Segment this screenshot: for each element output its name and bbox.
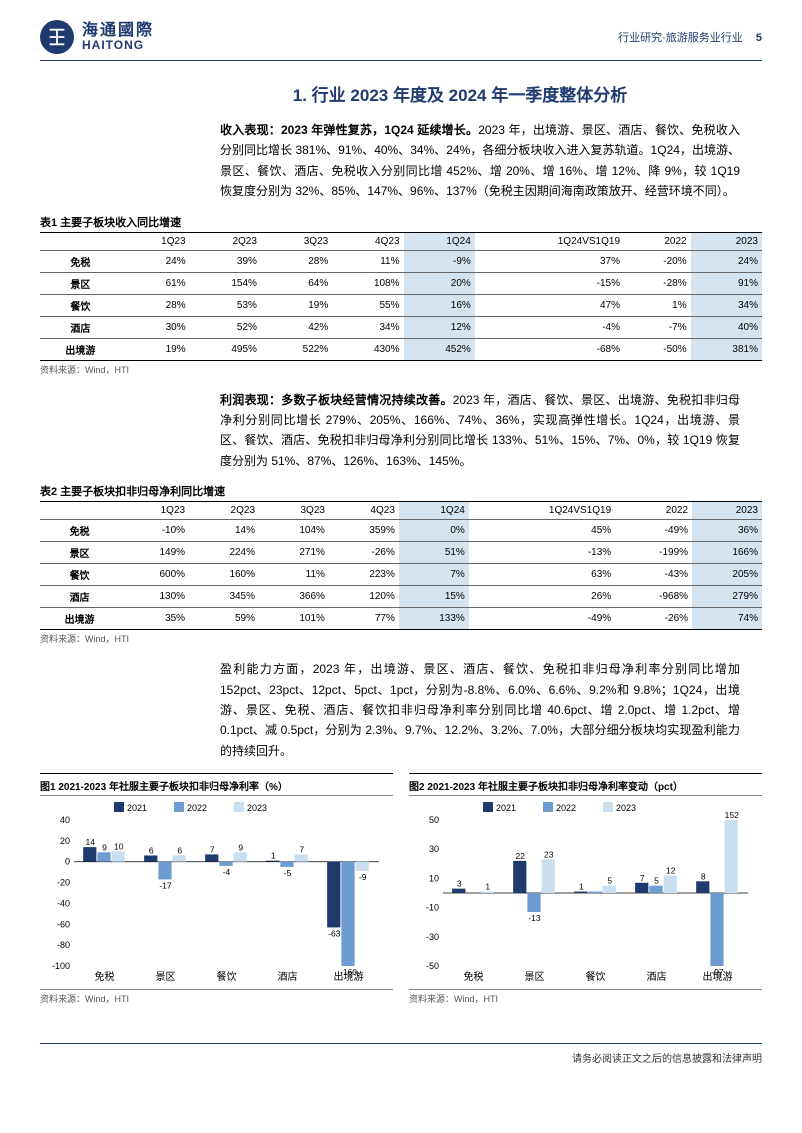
svg-text:6: 6 [177, 846, 182, 856]
table1: 1Q232Q233Q234Q231Q241Q24VS1Q1920222023免税… [40, 232, 762, 361]
svg-text:1: 1 [271, 851, 276, 861]
page-number: 5 [756, 32, 762, 44]
svg-text:5: 5 [607, 876, 612, 886]
svg-text:-17: -17 [159, 881, 172, 891]
svg-text:-100: -100 [52, 961, 70, 971]
chart2-svg: 2021 2022 2023 -50 -30 -10 10 30 50 3 1 免税 22 -13 23 景区… [409, 796, 754, 986]
svg-text:30: 30 [429, 844, 439, 854]
svg-text:22: 22 [516, 851, 526, 861]
svg-text:餐饮: 餐饮 [586, 970, 606, 983]
svg-text:景区: 景区 [525, 971, 545, 983]
svg-text:9: 9 [238, 842, 243, 852]
svg-text:50: 50 [429, 815, 439, 825]
para-revenue: 收入表现：2023 年弹性复苏，1Q24 延续增长。2023 年，出境游、景区、… [220, 120, 740, 202]
svg-text:8: 8 [701, 871, 706, 881]
svg-text:出境游: 出境游 [334, 970, 364, 983]
svg-text:-60: -60 [57, 919, 70, 929]
para-margin: 盈利能力方面，2023 年，出境游、景区、酒店、餐饮、免税扣非归母净利率分别同比… [220, 659, 740, 761]
page: 海通國際 HAITONG 行业研究·旅游服务业行业 5 1. 行业 2023 年… [0, 0, 802, 1095]
svg-text:7: 7 [210, 844, 215, 854]
svg-text:20: 20 [60, 836, 70, 846]
para2-lead: 利润表现：多数子板块经营情况持续改善。 [220, 393, 453, 407]
svg-text:2021: 2021 [496, 803, 516, 813]
svg-text:6: 6 [149, 846, 154, 856]
svg-text:7: 7 [299, 844, 304, 854]
svg-text:10: 10 [429, 873, 439, 883]
svg-text:-13: -13 [528, 913, 541, 923]
svg-text:40: 40 [60, 815, 70, 825]
logo-text: 海通國際 HAITONG [82, 22, 154, 53]
svg-text:2021: 2021 [127, 803, 147, 813]
header-right: 行业研究·旅游服务业行业 5 [618, 29, 762, 45]
svg-text:-20: -20 [57, 878, 70, 888]
svg-text:12: 12 [666, 866, 676, 876]
svg-text:-30: -30 [426, 932, 439, 942]
breadcrumb: 行业研究·旅游服务业行业 [618, 32, 743, 44]
para-profit: 利润表现：多数子板块经营情况持续改善。2023 年，酒店、餐饮、景区、出境游、免… [220, 390, 740, 472]
svg-text:2022: 2022 [556, 803, 576, 813]
header: 海通國際 HAITONG 行业研究·旅游服务业行业 5 [40, 20, 762, 61]
footer-text: 请务必阅读正文之后的信息披露和法律声明 [40, 1044, 762, 1065]
svg-text:1: 1 [579, 882, 584, 892]
svg-text:景区: 景区 [156, 971, 176, 983]
svg-text:7: 7 [640, 873, 645, 883]
svg-text:152: 152 [725, 810, 739, 820]
svg-text:-50: -50 [426, 961, 439, 971]
para1-lead: 收入表现：2023 年弹性复苏，1Q24 延续增长。 [220, 123, 478, 137]
chart1-source: 资料来源：Wind，HTI [40, 992, 393, 1005]
svg-text:1: 1 [485, 882, 490, 892]
header-left: 海通國際 HAITONG [40, 20, 154, 54]
svg-text:-9: -9 [359, 872, 367, 882]
svg-text:-63: -63 [328, 928, 341, 938]
svg-text:3: 3 [457, 879, 462, 889]
svg-text:9: 9 [102, 842, 107, 852]
svg-text:10: 10 [114, 841, 124, 851]
svg-text:-4: -4 [223, 867, 231, 877]
svg-text:-80: -80 [57, 940, 70, 950]
svg-text:餐饮: 餐饮 [217, 970, 237, 983]
logo-en: HAITONG [82, 39, 154, 52]
chart1-svg: 2021 2022 2023 -100 -80 -60 -40 -20 0 20 40 14 9 10 免税… [40, 796, 385, 986]
chart1: 图1 2021-2023 年社服主要子板块扣非归母净利率（%） 2021 2022… [40, 773, 393, 1019]
table2-source: 资料来源：Wind，HTI [40, 632, 762, 645]
svg-text:0: 0 [65, 857, 70, 867]
chart1-title: 图1 2021-2023 年社服主要子板块扣非归母净利率（%） [40, 774, 393, 795]
chart2-title: 图2 2021-2023 年社服主要子板块扣非归母净利率变动（pct） [409, 774, 762, 795]
charts-row: 图1 2021-2023 年社服主要子板块扣非归母净利率（%） 20212022… [40, 773, 762, 1019]
svg-text:免税: 免税 [464, 970, 484, 983]
svg-text:出境游: 出境游 [703, 970, 733, 983]
table1-title: 表1 主要子板块收入同比增速 [40, 214, 762, 230]
logo-cn: 海通國際 [82, 22, 154, 40]
svg-text:酒店: 酒店 [647, 970, 667, 983]
svg-text:14: 14 [86, 837, 96, 847]
svg-text:-40: -40 [57, 899, 70, 909]
table2-title: 表2 主要子板块扣非归母净利同比增速 [40, 483, 762, 499]
svg-text:酒店: 酒店 [278, 970, 298, 983]
svg-text:-10: -10 [426, 903, 439, 913]
svg-text:2023: 2023 [616, 803, 636, 813]
table1-source: 资料来源：Wind，HTI [40, 363, 762, 376]
section-title: 1. 行业 2023 年度及 2024 年一季度整体分析 [210, 81, 710, 106]
svg-text:5: 5 [654, 876, 659, 886]
chart2-source: 资料来源：Wind，HTI [409, 992, 762, 1005]
svg-text:2023: 2023 [247, 803, 267, 813]
svg-text:免税: 免税 [95, 970, 115, 983]
chart2: 图2 2021-2023 年社服主要子板块扣非归母净利率变动（pct） 2021… [409, 773, 762, 1019]
svg-text:2022: 2022 [187, 803, 207, 813]
logo-icon [40, 20, 74, 54]
svg-text:-5: -5 [284, 868, 292, 878]
svg-text:23: 23 [544, 849, 554, 859]
table2: 1Q232Q233Q234Q231Q241Q24VS1Q1920222023免税… [40, 501, 762, 630]
